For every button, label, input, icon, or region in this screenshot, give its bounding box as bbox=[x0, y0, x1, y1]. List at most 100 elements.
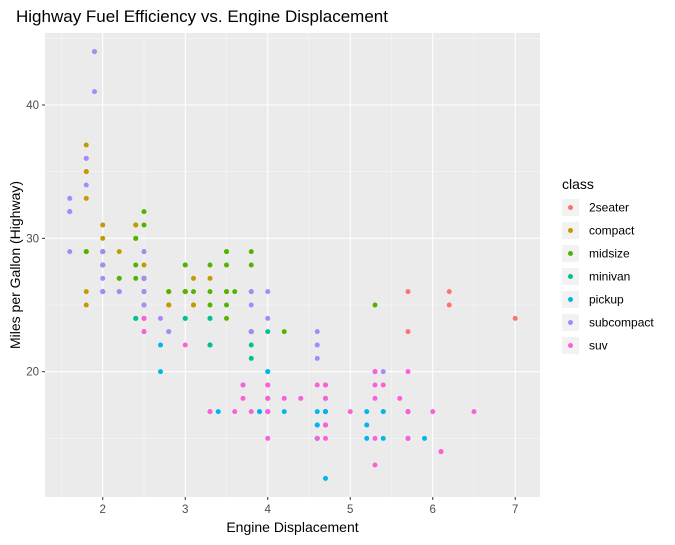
legend-item-2seater: 2seater bbox=[562, 199, 629, 216]
data-point-pickup bbox=[314, 422, 320, 428]
data-point-suv bbox=[232, 409, 238, 415]
data-point-minivan bbox=[265, 329, 271, 335]
data-point-minivan bbox=[133, 315, 139, 321]
data-point-subcompact bbox=[141, 289, 147, 295]
data-point-suv bbox=[240, 382, 246, 388]
data-point-suv bbox=[141, 315, 147, 321]
data-point-midsize bbox=[232, 289, 238, 295]
data-point-suv bbox=[347, 409, 353, 415]
data-point-subcompact bbox=[92, 49, 97, 55]
data-point-suv bbox=[298, 395, 304, 401]
data-point-subcompact bbox=[100, 249, 106, 255]
data-point-compact bbox=[191, 275, 196, 281]
data-point-pickup bbox=[364, 422, 370, 428]
data-point-midsize bbox=[248, 249, 254, 255]
data-point-midsize bbox=[141, 209, 147, 215]
data-point-suv bbox=[248, 409, 254, 415]
legend-swatch bbox=[568, 251, 573, 256]
data-point-suv bbox=[323, 395, 328, 401]
data-point-2seater bbox=[512, 315, 518, 321]
y-tick-label: 40 bbox=[26, 100, 39, 112]
legend-label: compact bbox=[589, 224, 635, 238]
data-point-subcompact bbox=[248, 329, 254, 335]
data-point-pickup bbox=[323, 409, 328, 415]
data-point-suv bbox=[372, 369, 378, 375]
legend-item-suv: suv bbox=[562, 337, 608, 354]
data-point-compact bbox=[100, 222, 106, 228]
data-point-pickup bbox=[158, 342, 163, 348]
y-axis-title: Miles per Gallon (Highway) bbox=[7, 181, 23, 349]
data-point-2seater bbox=[405, 289, 411, 295]
data-point-suv bbox=[182, 342, 188, 348]
data-point-midsize bbox=[166, 289, 172, 295]
legend-item-pickup: pickup bbox=[562, 291, 624, 308]
data-point-suv bbox=[141, 329, 147, 335]
data-point-midsize bbox=[248, 262, 254, 268]
data-point-subcompact bbox=[248, 302, 254, 308]
data-point-midsize bbox=[207, 302, 213, 308]
y-tick-label: 30 bbox=[26, 233, 39, 245]
x-tick-label: 5 bbox=[347, 504, 353, 516]
data-point-suv bbox=[265, 395, 271, 401]
data-point-suv bbox=[314, 382, 320, 388]
data-point-midsize bbox=[83, 249, 89, 255]
plot-panel bbox=[45, 33, 540, 497]
data-point-suv bbox=[323, 435, 328, 441]
data-point-suv bbox=[265, 409, 271, 415]
data-point-minivan bbox=[248, 342, 254, 348]
data-point-subcompact bbox=[158, 315, 163, 321]
data-point-subcompact bbox=[141, 249, 147, 255]
data-point-suv bbox=[323, 382, 328, 388]
data-point-subcompact bbox=[67, 209, 73, 215]
legend: class 2seater compact midsize minivan pickup… bbox=[562, 176, 654, 354]
data-point-pickup bbox=[257, 409, 262, 415]
data-point-compact bbox=[83, 142, 89, 148]
legend-item-compact: compact bbox=[562, 222, 635, 239]
data-point-minivan bbox=[207, 342, 213, 348]
data-point-midsize bbox=[182, 262, 188, 268]
data-point-suv bbox=[471, 409, 477, 415]
data-point-minivan bbox=[182, 315, 188, 321]
x-tick-label: 3 bbox=[182, 504, 188, 516]
data-point-suv bbox=[405, 369, 411, 375]
data-point-subcompact bbox=[67, 195, 73, 201]
data-point-subcompact bbox=[166, 329, 172, 335]
data-point-suv bbox=[314, 435, 320, 441]
x-axis-title: Engine Displacement bbox=[226, 519, 358, 535]
data-point-suv bbox=[281, 395, 287, 401]
data-point-compact bbox=[141, 262, 147, 268]
data-point-pickup bbox=[314, 409, 320, 415]
data-point-midsize bbox=[133, 262, 139, 268]
data-point-suv bbox=[323, 422, 328, 428]
data-point-suv bbox=[380, 382, 386, 388]
data-point-suv bbox=[372, 395, 378, 401]
data-point-suv bbox=[265, 435, 271, 441]
data-point-compact bbox=[83, 195, 89, 201]
data-point-compact bbox=[133, 222, 139, 228]
legend-label: 2seater bbox=[589, 201, 629, 215]
y-axis-ticks: 20 30 40 bbox=[26, 100, 45, 379]
x-tick-label: 4 bbox=[265, 504, 272, 516]
data-point-suv bbox=[405, 435, 411, 441]
legend-swatch bbox=[568, 320, 573, 325]
legend-swatch bbox=[568, 343, 573, 348]
data-point-subcompact bbox=[100, 275, 106, 281]
data-point-suv bbox=[372, 462, 378, 468]
legend-item-subcompact: subcompact bbox=[562, 314, 654, 331]
data-point-midsize bbox=[207, 289, 213, 295]
legend-item-midsize: midsize bbox=[562, 245, 630, 262]
legend-swatch bbox=[568, 228, 573, 233]
data-point-pickup bbox=[422, 435, 427, 441]
data-point-compact bbox=[207, 275, 213, 281]
data-points bbox=[67, 49, 518, 481]
legend-swatch bbox=[568, 205, 573, 210]
data-point-compact bbox=[83, 289, 89, 295]
data-point-pickup bbox=[158, 369, 163, 375]
data-point-suv bbox=[372, 382, 378, 388]
data-point-midsize bbox=[224, 249, 229, 255]
data-point-midsize bbox=[207, 262, 213, 268]
data-point-subcompact bbox=[248, 289, 254, 295]
data-point-compact bbox=[116, 249, 122, 255]
data-point-suv bbox=[397, 395, 403, 401]
